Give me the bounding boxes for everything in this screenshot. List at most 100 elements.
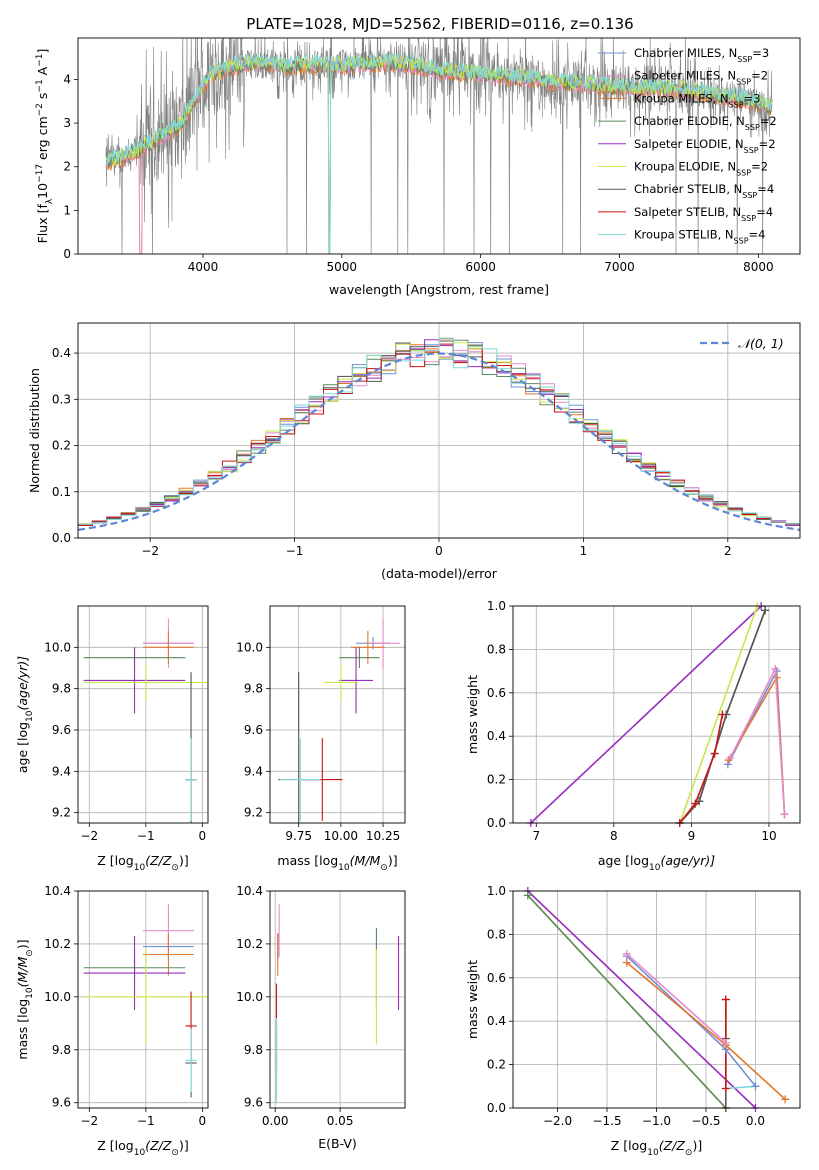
label-part: (Z/Z xyxy=(145,853,172,868)
label-part: 10 xyxy=(647,1148,659,1158)
y-tick-label: 10.0 xyxy=(236,990,263,1004)
x-tick-label: 9 xyxy=(688,829,696,843)
x-tick-label: 0 xyxy=(199,829,207,843)
y-tick-label: 9.2 xyxy=(52,806,71,820)
x-tick-label: 1 xyxy=(580,544,588,558)
y-tick-label: 10.0 xyxy=(44,990,71,1004)
plot-frame xyxy=(512,890,801,1109)
legend-text: Salpeter MILES, N xyxy=(634,69,736,83)
label-part: −17 xyxy=(35,164,45,183)
legend-text: Chabrier ELODIE, N xyxy=(634,114,745,128)
x-axis-label: age [log10(age/yr)] xyxy=(598,853,715,873)
x-axis-label: (data-model)/error xyxy=(381,566,498,581)
series-line xyxy=(724,999,756,1090)
plot-frame xyxy=(269,890,406,1109)
series-line xyxy=(729,665,786,815)
x-axis-label: E(B-V) xyxy=(318,1136,357,1151)
x-axis-label: Z [log10(Z/Z⊙)] xyxy=(97,1138,188,1158)
y-tick-label: 10.4 xyxy=(44,884,71,898)
legend-sub: SSP xyxy=(745,123,760,132)
y-axis-label: mass [log10(M/M⊙)] xyxy=(15,939,35,1059)
z_mass-axes: −2 −1 09.69.810.010.210.4Z [log10(Z/Z⊙)]ma… xyxy=(15,884,208,1158)
legend-sub: SSP xyxy=(737,55,752,64)
residuals-axes: −2 −1 0 1 2 0.0 0.1 0.2 0.3 0.4 (data-model)/error… xyxy=(27,323,800,581)
legend-entry: Chabrier ELODIE, NSSP=2 xyxy=(634,114,777,132)
label-part: )] xyxy=(692,1138,702,1153)
label-part: 10 xyxy=(25,987,35,999)
legend-entry: Kroupa ELODIE, NSSP=2 xyxy=(634,160,768,178)
y-tick-label: 0.6 xyxy=(487,686,506,700)
legend-entry: Salpeter MILES, NSSP=2 xyxy=(634,69,768,87)
y-tick-label: 0.4 xyxy=(52,346,71,360)
x-axis-label: wavelength [Angstrom, rest frame] xyxy=(329,282,549,297)
y-axis-label: Normed distribution xyxy=(27,368,42,493)
y-tick-label: 9.6 xyxy=(52,1096,71,1110)
series-line xyxy=(527,891,757,1108)
y-tick-label: 0.6 xyxy=(487,971,506,985)
x-tick-label: 0 xyxy=(199,1114,207,1128)
legend-entry: Salpeter STELIB, NSSP=4 xyxy=(634,205,773,223)
x-tick-label: 5000 xyxy=(327,260,358,274)
label-part: λ xyxy=(45,198,55,204)
label-part: age [log xyxy=(598,853,649,868)
legend-sub: SSP xyxy=(734,236,749,245)
y-tick-label: 9.8 xyxy=(244,1043,263,1057)
legend-text: Salpeter ELODIE, N xyxy=(634,137,744,151)
series-marker xyxy=(622,949,631,958)
label-part: )] xyxy=(179,1138,189,1153)
x-tick-label: 10.00 xyxy=(324,829,358,843)
series-marker xyxy=(691,799,700,808)
legend-entry: Chabrier STELIB, NSSP=4 xyxy=(634,182,774,200)
series-marker xyxy=(772,673,781,682)
legend-entry: Salpeter ELODIE, NSSP=2 xyxy=(634,137,776,155)
y-tick-label: 1.0 xyxy=(487,599,506,613)
label-part: age [log xyxy=(15,722,30,773)
series-line xyxy=(527,894,727,1108)
histogram-step-line xyxy=(78,337,800,525)
plot-frame xyxy=(269,605,406,824)
series-marker xyxy=(726,753,735,762)
legend-sub: SSP xyxy=(729,100,744,109)
label-part: A xyxy=(35,66,50,79)
label-part: Z [log xyxy=(611,1138,647,1153)
y-tick-label: 10.4 xyxy=(236,884,263,898)
legend-text: Salpeter STELIB, N xyxy=(634,205,741,219)
series-marker xyxy=(771,664,780,673)
label-part: 10 xyxy=(338,863,350,873)
series-line xyxy=(530,606,762,823)
x-tick-label: −1 xyxy=(286,544,304,558)
x-tick-label: 0 xyxy=(435,544,443,558)
label-part: 10 xyxy=(649,863,661,873)
y-tick-label: 9.6 xyxy=(244,1096,263,1110)
y-axis-label: mass weight xyxy=(465,675,480,754)
label-part: )] xyxy=(388,853,398,868)
legend-tail: =3 xyxy=(744,91,761,105)
legend-tail: =4 xyxy=(749,228,766,242)
legend-tail: =3 xyxy=(752,46,769,60)
label-part: Z [log xyxy=(97,1138,133,1153)
y-tick-label: 0.0 xyxy=(487,1101,506,1115)
legend-text: Kroupa ELODIE, N xyxy=(634,160,736,174)
y-tick-label: 0.4 xyxy=(487,729,506,743)
y-tick-label: 0.8 xyxy=(487,927,506,941)
series-marker xyxy=(523,891,532,900)
legend-sub: SSP xyxy=(741,213,756,222)
series-marker xyxy=(780,810,789,819)
x-tick-label: −0.5 xyxy=(691,1114,720,1128)
legend-text: Kroupa MILES, N xyxy=(634,91,729,105)
label-part: 10 xyxy=(134,1148,146,1158)
label-part: (Z/Z xyxy=(659,1138,686,1153)
y-tick-label: 4 xyxy=(63,72,71,86)
series-marker xyxy=(781,1095,790,1104)
series-marker xyxy=(723,760,732,769)
legend-entry: Chabrier MILES, NSSP=3 xyxy=(634,46,769,64)
x-tick-label: −1.0 xyxy=(642,1114,671,1128)
legend-text: Kroupa STELIB, N xyxy=(634,228,734,242)
label-part: ⊙ xyxy=(25,949,35,957)
y-tick-label: 2 xyxy=(63,160,71,174)
y-axis-label: Flux [fλ10−17 erg cm−2 s−1 A−1] xyxy=(35,49,55,244)
series-marker xyxy=(710,749,719,758)
y-tick-label: 9.8 xyxy=(244,682,263,696)
x-tick-label: −2 xyxy=(141,544,159,558)
